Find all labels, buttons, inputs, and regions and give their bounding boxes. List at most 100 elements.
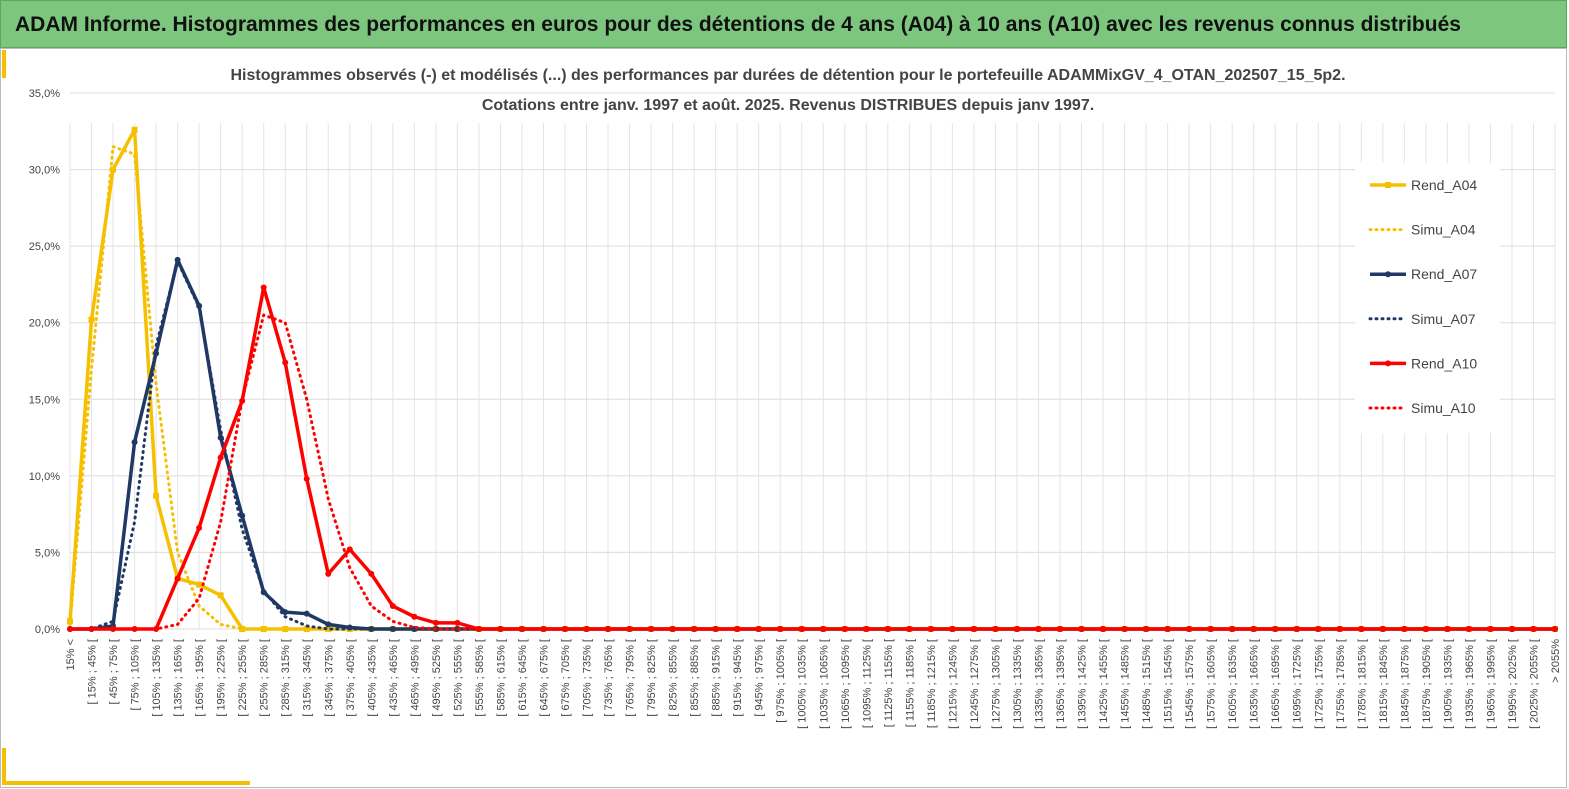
- point: [1552, 626, 1558, 632]
- x-tick-label: [ 225% ; 255% [: [237, 639, 249, 717]
- point: [217, 592, 224, 599]
- point: [1250, 626, 1257, 632]
- x-tick-label: [ 885% ; 915% [: [711, 639, 723, 717]
- point: [282, 626, 289, 632]
- point: [1035, 626, 1042, 632]
- point: [1508, 626, 1515, 632]
- x-tick-label: [ 315% ; 345% [: [302, 639, 314, 717]
- point: [454, 619, 461, 626]
- chart-title: Histogrammes observés (-) et modélisés (…: [230, 67, 1345, 84]
- chart-subtitle: Cotations entre janv. 1997 et août. 2025…: [482, 97, 1094, 114]
- x-tick-label: [ 435% ; 465% [: [388, 639, 400, 717]
- x-tick-label: [ 1425% ; 1455% [: [1098, 639, 1110, 729]
- point: [368, 626, 375, 632]
- x-tick-label: [ 855% ; 885% [: [689, 639, 701, 717]
- x-tick-label: [ 1515% ; 1545% [: [1163, 639, 1175, 729]
- legend-marker: [1385, 271, 1391, 278]
- series-line: [70, 285, 1555, 631]
- x-tick-label: [ 1905% ; 1935% [: [1442, 639, 1454, 729]
- y-tick-label: 0,0%: [35, 624, 60, 636]
- legend-label: Rend_A10: [1411, 355, 1477, 371]
- legend-marker: [1385, 182, 1391, 188]
- chart-frame: [0, 48, 1567, 788]
- point: [669, 626, 676, 632]
- series-line: [68, 145, 1557, 631]
- point: [174, 575, 181, 582]
- chart: Histogrammes observés (-) et modélisés (…: [0, 48, 1567, 788]
- x-tick-label: [ 195% ; 225% [: [216, 639, 228, 717]
- x-tick-label: [ 1275% ; 1305% [: [990, 639, 1002, 729]
- x-tick-label: [ 2025% ; 2055% [: [1528, 639, 1540, 729]
- x-tick-label: [ 405% ; 435% [: [366, 639, 378, 717]
- x-tick-label: [ 1695% ; 1725% [: [1292, 639, 1304, 729]
- x-tick-label: [ 1155% ; 1185% [: [904, 639, 916, 727]
- x-tick-label: [ 915% ; 945% [: [732, 639, 744, 717]
- point: [1401, 626, 1408, 632]
- x-tick-label: [ 1125% ; 1155% [: [883, 639, 895, 727]
- x-tick-label: [ 525% ; 555% [: [452, 639, 464, 717]
- point: [239, 512, 246, 519]
- point: [153, 492, 160, 499]
- point: [346, 546, 353, 553]
- point: [884, 626, 891, 632]
- x-tick-label: [ 705% ; 735% [: [582, 639, 594, 717]
- point: [1293, 626, 1300, 632]
- x-tick-label: [ 1455% ; 1485% [: [1120, 639, 1132, 729]
- series-line: [68, 128, 1555, 631]
- point: [239, 626, 246, 632]
- point: [1100, 626, 1107, 632]
- x-tick-label: [ 1575% ; 1605% [: [1206, 639, 1218, 729]
- x-tick-label: [ 555% ; 585% [: [474, 639, 486, 717]
- legend-marker: [1385, 360, 1391, 367]
- x-tick-label: [ 1485% ; 1515% [: [1141, 639, 1153, 729]
- legend-label: Simu_A04: [1411, 222, 1476, 238]
- header: ADAM Informe. Histogrammes des performan…: [0, 0, 1567, 48]
- point: [411, 613, 418, 620]
- point: [303, 475, 310, 482]
- point: [282, 609, 289, 616]
- point: [734, 626, 741, 632]
- x-tick-label: [ 1185% ; 1215% [: [926, 639, 938, 728]
- x-tick-label: [ 1035% ; 1065% [: [818, 639, 830, 729]
- x-tick-label: [ 1665% ; 1695% [: [1270, 639, 1282, 729]
- point: [196, 524, 203, 531]
- point: [432, 619, 439, 626]
- x-tick-label: 15% <: [65, 639, 77, 671]
- x-tick-label: > 2055%: [1550, 639, 1562, 683]
- point: [131, 126, 138, 133]
- x-tick-label: [ 255% ; 285% [: [259, 639, 271, 717]
- x-tick-label: [ 1005% ; 1035% [: [797, 639, 809, 729]
- x-tick-label: [ 975% ; 1005% [: [775, 639, 787, 723]
- y-tick-label: 30,0%: [29, 165, 60, 177]
- x-tick-label: [ 1935% ; 1965% [: [1464, 639, 1476, 729]
- x-tick-label: [ 165% ; 195% [: [194, 639, 206, 717]
- point: [325, 570, 332, 577]
- point: [389, 603, 396, 610]
- x-tick-label: [ 795% ; 825% [: [646, 639, 658, 717]
- x-tick-label: [ 1215% ; 1245% [: [947, 639, 959, 729]
- x-tick-label: [ 1245% ; 1275% [: [969, 639, 981, 729]
- y-tick-label: 15,0%: [29, 394, 60, 406]
- x-tick-label: [ 1065% ; 1095% [: [840, 639, 852, 729]
- point: [325, 621, 332, 628]
- point: [196, 581, 203, 588]
- x-tick-label: [ 1545% ; 1575% [: [1184, 639, 1196, 729]
- point: [626, 626, 633, 632]
- x-tick-label: [ 375% ; 405% [: [345, 639, 357, 717]
- point: [992, 626, 999, 632]
- x-tick-label: [ 1815% ; 1845% [: [1378, 639, 1390, 729]
- x-tick-label: [ 1755% ; 1785% [: [1335, 639, 1347, 729]
- x-tick-label: [ 45% ; 75% [: [108, 639, 120, 704]
- point: [303, 610, 310, 617]
- legend-box: [1355, 163, 1500, 433]
- x-tick-label: [ 1965% ; 1995% [: [1485, 639, 1497, 729]
- x-tick-label: [ 495% ; 525% [: [431, 639, 443, 717]
- point: [88, 626, 95, 632]
- series-line: [68, 313, 1557, 631]
- y-tick-label: 5,0%: [35, 547, 60, 559]
- x-tick-label: [ 1095% ; 1125% [: [861, 639, 873, 728]
- x-tick-label: [ 15% ; 45% [: [87, 639, 99, 704]
- point: [110, 166, 117, 173]
- series-line: [70, 258, 1555, 631]
